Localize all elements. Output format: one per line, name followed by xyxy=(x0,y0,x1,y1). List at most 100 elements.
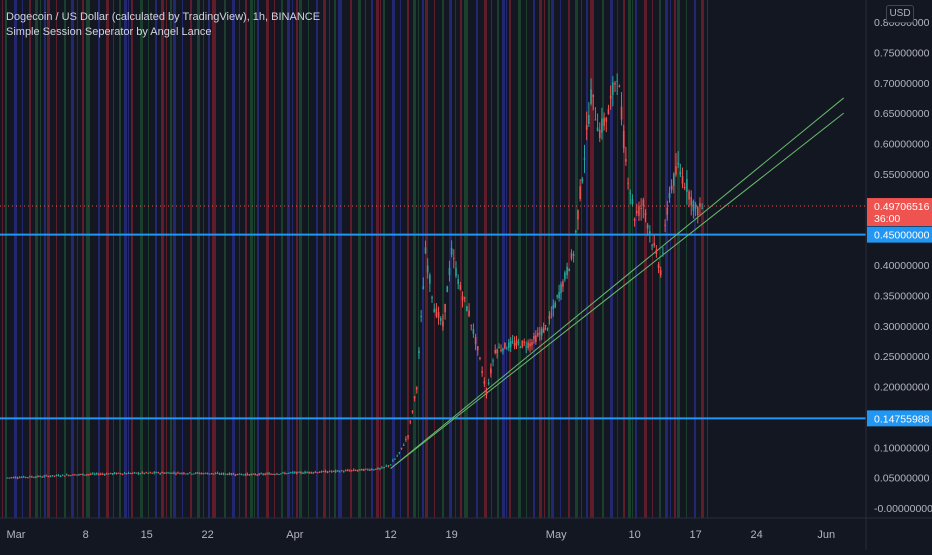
session-separator xyxy=(329,0,330,518)
session-separator xyxy=(197,0,200,518)
session-separator xyxy=(610,0,613,518)
candle-body xyxy=(692,200,695,211)
session-separator xyxy=(707,0,708,518)
symbol-title[interactable]: Dogecoin / US Dollar (calculated by Trad… xyxy=(6,11,321,23)
candle-body xyxy=(459,285,462,290)
session-separator xyxy=(425,0,428,518)
candle-body xyxy=(115,472,118,475)
candle-body xyxy=(300,472,302,474)
candle-body xyxy=(314,471,317,473)
candle-body xyxy=(173,472,175,474)
candle-body xyxy=(153,472,156,474)
currency-label[interactable]: USD xyxy=(886,5,914,23)
session-separator xyxy=(677,0,680,518)
candle-body xyxy=(407,435,409,437)
x-tick-label: Mar xyxy=(7,529,26,541)
candle-body xyxy=(204,472,207,474)
candle-body xyxy=(668,193,671,199)
session-separator xyxy=(155,0,157,518)
session-separator xyxy=(71,0,74,518)
session-separator xyxy=(407,0,409,518)
y-tick-label: 0.65000000 xyxy=(874,108,930,120)
candle-body xyxy=(125,473,128,475)
candle-body xyxy=(373,469,375,471)
candle-body xyxy=(690,196,693,206)
candle-body xyxy=(109,472,112,474)
candle-body xyxy=(377,467,379,470)
candle-body xyxy=(304,471,306,474)
candle-body xyxy=(474,337,477,345)
session-separator xyxy=(602,0,604,518)
candle-body xyxy=(210,473,213,475)
candle-body xyxy=(286,473,288,475)
session-separator xyxy=(497,0,499,518)
session-separator xyxy=(124,0,127,518)
candle-body xyxy=(463,297,466,299)
candle-body xyxy=(633,218,636,221)
session-separator xyxy=(659,0,661,518)
session-separator xyxy=(533,0,535,518)
candle-body xyxy=(214,473,217,475)
candle-body xyxy=(640,208,642,210)
y-tick-label: 0.05000000 xyxy=(874,473,930,485)
candle-body xyxy=(135,472,138,474)
session-separator xyxy=(350,0,352,518)
x-tick-label: 15 xyxy=(141,529,153,541)
candle-body xyxy=(86,474,88,476)
candle-body xyxy=(143,472,146,474)
session-separator xyxy=(449,0,452,518)
candle-body xyxy=(411,410,414,413)
candle-body xyxy=(618,85,621,88)
candle-body xyxy=(272,473,274,475)
x-tick-label: 22 xyxy=(202,529,214,541)
candle-body xyxy=(409,421,412,423)
session-separator xyxy=(77,0,78,518)
candle-body xyxy=(336,470,339,472)
candle-body xyxy=(326,471,329,473)
candle-body xyxy=(383,467,385,469)
candle-body xyxy=(256,474,258,476)
trend-line[interactable] xyxy=(390,112,845,469)
candle-body xyxy=(308,471,310,473)
candle-body xyxy=(651,245,653,247)
candle-body xyxy=(542,327,545,333)
session-separator xyxy=(257,0,259,518)
session-separator xyxy=(113,0,114,518)
candle-body xyxy=(448,267,451,275)
session-separator xyxy=(173,0,176,518)
trend-line[interactable] xyxy=(390,97,845,469)
candle-body xyxy=(280,473,282,475)
candle-body xyxy=(296,471,298,474)
candle-body xyxy=(84,474,86,476)
candle-body xyxy=(270,473,272,475)
candle-body xyxy=(699,203,701,207)
candle-body xyxy=(189,472,191,474)
session-separator xyxy=(296,0,298,518)
candle-body xyxy=(673,173,675,186)
candle-body xyxy=(161,472,163,474)
candle-body xyxy=(61,474,64,476)
candle-body xyxy=(365,468,367,470)
session-separator xyxy=(161,0,164,518)
candle-body xyxy=(224,473,227,475)
candle-body xyxy=(47,476,50,478)
candle-body xyxy=(694,204,697,209)
candle-body xyxy=(284,472,286,474)
candle-body xyxy=(439,317,442,321)
session-separator xyxy=(2,0,3,518)
candle-body xyxy=(264,473,266,475)
candle-body xyxy=(415,387,418,390)
candle-body xyxy=(113,472,116,474)
session-separator xyxy=(44,0,46,518)
y-tick-label: 0.30000000 xyxy=(874,321,930,333)
candle-body xyxy=(594,119,597,121)
x-tick-label: Apr xyxy=(286,529,303,541)
candle-body xyxy=(37,475,39,477)
candle-body xyxy=(194,472,197,474)
session-separator xyxy=(392,0,395,518)
candle-body xyxy=(392,460,394,462)
candle-body xyxy=(350,470,353,472)
indicator-title[interactable]: Simple Session Seperator by Angel Lance xyxy=(6,26,212,38)
